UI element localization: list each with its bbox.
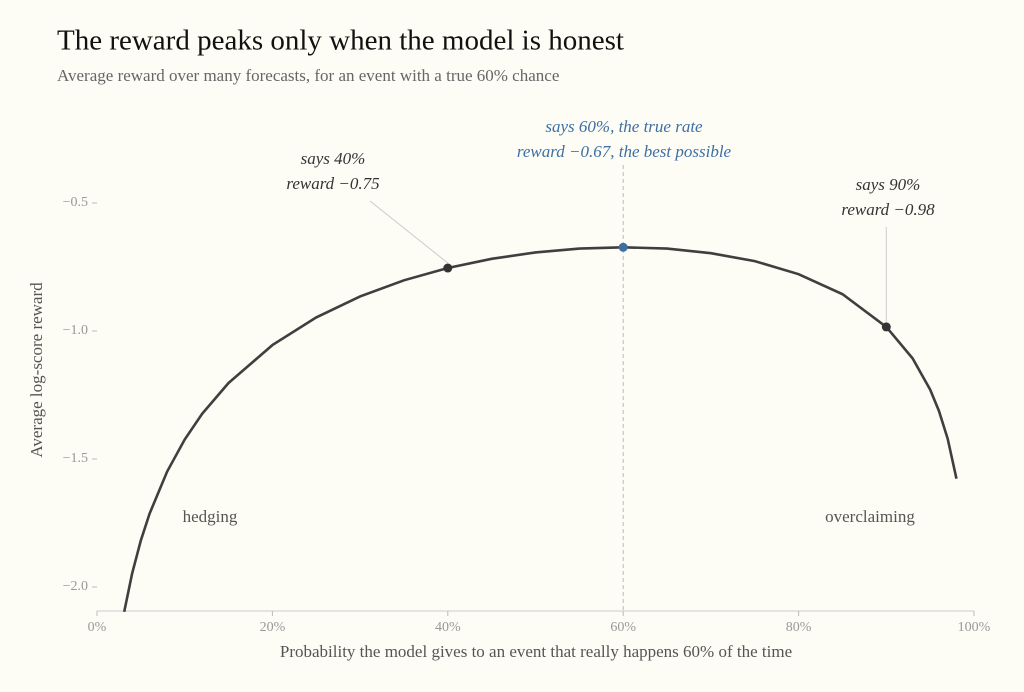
x-tick-label: 80%	[786, 620, 812, 635]
x-tick-label: 40%	[435, 620, 461, 635]
y-tick-label: −1.0	[63, 323, 88, 338]
x-tick-label: 20%	[260, 620, 286, 635]
region-label: overclaiming	[825, 507, 915, 526]
annotation-text: reward −0.75	[286, 174, 379, 193]
x-tick-label: 100%	[958, 620, 991, 635]
leader-line	[369, 200, 449, 264]
highlight-point	[881, 322, 891, 332]
curve	[122, 245, 958, 612]
annotation-text: says 40%	[301, 149, 366, 168]
y-tick-label: −0.5	[63, 195, 88, 210]
y-tick-label: −1.5	[63, 451, 88, 466]
y-tick-label: −2.0	[63, 579, 88, 594]
annotation-text: says 90%	[856, 175, 921, 194]
x-tick-label: 60%	[610, 620, 636, 635]
x-axis-label: Probability the model gives to an event …	[280, 642, 792, 661]
x-tick-label: 0%	[88, 620, 107, 635]
chart-title: The reward peaks only when the model is …	[57, 25, 624, 57]
chart-subtitle: Average reward over many forecasts, for …	[57, 66, 559, 85]
annotation-text: reward −0.67, the best possible	[517, 142, 732, 161]
highlight-point	[618, 242, 628, 252]
region-label: hedging	[183, 507, 238, 526]
annotation-text: says 60%, the true rate	[545, 117, 703, 136]
annotation-text: reward −0.98	[841, 200, 935, 219]
y-axis-label: Average log-score reward	[27, 282, 46, 458]
highlight-point	[443, 263, 453, 273]
